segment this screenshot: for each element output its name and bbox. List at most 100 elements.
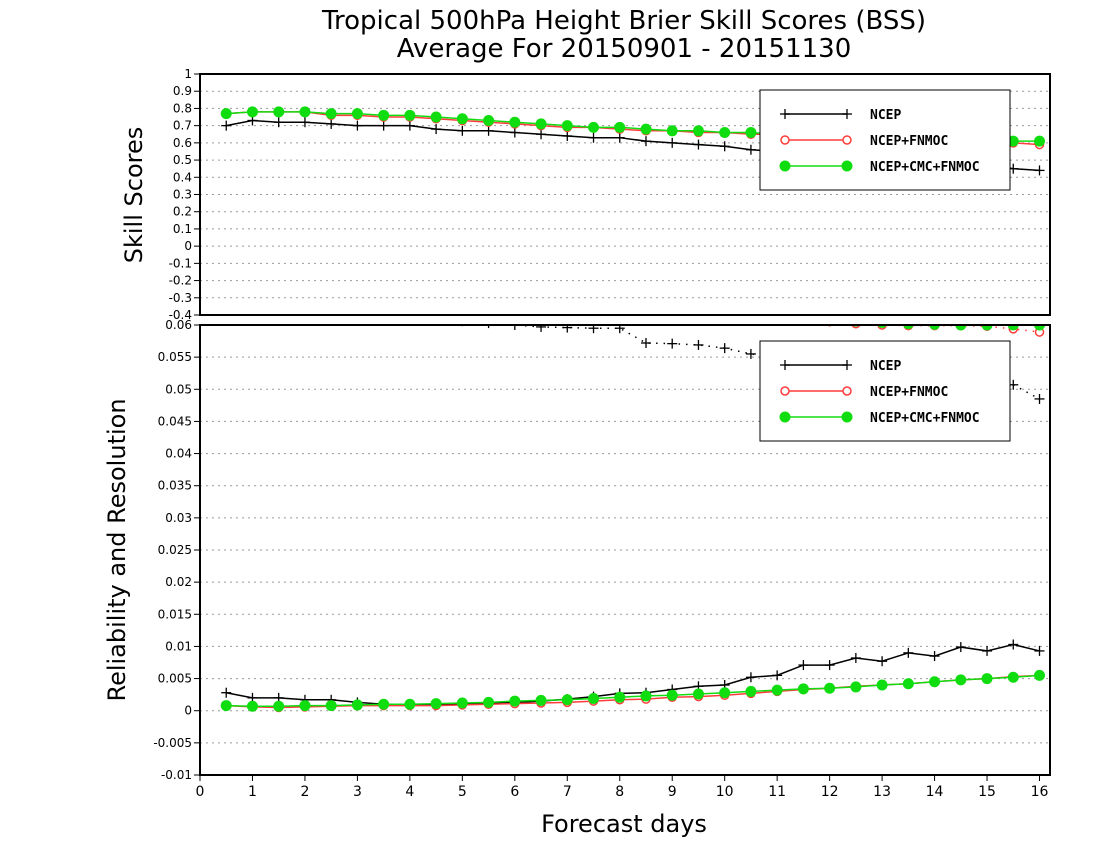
y-tick-label: 0.02 [165, 575, 192, 589]
x-tick-label: 14 [926, 784, 944, 800]
data-point-ncep-cmc-fnmoc [509, 695, 521, 707]
data-point-ncep [509, 325, 520, 330]
data-point-ncep-cmc-fnmoc [745, 685, 757, 697]
data-point-ncep-cmc-fnmoc [1007, 671, 1019, 683]
data-point-ncep-cmc-fnmoc [745, 127, 757, 139]
data-point-ncep-cmc-fnmoc [692, 125, 704, 137]
data-point-ncep [1034, 645, 1045, 656]
data-point-ncep [405, 312, 415, 322]
data-point-ncep-cmc-fnmoc [378, 109, 390, 121]
data-point-ncep-fnmoc [616, 299, 624, 307]
data-point-ncep-cmc-fnmoc [719, 127, 731, 139]
x-tick-label: 7 [563, 784, 572, 800]
bottom-y-axis-label: Reliability and Resolution [103, 398, 131, 701]
data-point-ncep-fnmoc [563, 292, 571, 300]
y-tick-label: 0.5 [173, 153, 192, 167]
data-point-ncep [745, 672, 756, 683]
skill-scores-panel: -0.4 -0.3 -0.2 -0.1 0 0.1 0.2 0.3 0.4 0.5 0.6 0.7 0.… [169, 67, 1051, 322]
data-point-ncep [667, 338, 678, 349]
data-point-ncep [588, 132, 599, 143]
data-point-ncep [693, 139, 704, 150]
data-point-ncep [221, 687, 232, 698]
x-tick-label: 15 [978, 784, 996, 800]
data-point-ncep-cmc-fnmoc [692, 688, 704, 700]
data-point-ncep-cmc-fnmoc [1034, 325, 1046, 331]
data-point-ncep [719, 343, 730, 354]
data-point-ncep [404, 120, 415, 131]
data-point-ncep [562, 130, 573, 141]
data-point-ncep [588, 325, 599, 334]
data-point-ncep [562, 325, 573, 333]
data-point-ncep-cmc-fnmoc [457, 276, 467, 286]
data-point-ncep [929, 651, 940, 662]
data-point-ncep-cmc-fnmoc [456, 113, 468, 125]
y-tick-label: 0.005 [158, 672, 192, 686]
y-tick-label: 0.06 [165, 318, 192, 332]
data-point-ncep [378, 120, 389, 131]
data-point-ncep [1034, 165, 1045, 176]
data-point-ncep-cmc-fnmoc [351, 108, 363, 120]
y-tick-label: 0.015 [158, 607, 192, 621]
data-point-ncep-cmc-fnmoc [955, 325, 967, 331]
y-tick-label: 0.03 [165, 511, 192, 525]
y-tick-label: 1 [184, 67, 192, 81]
legend-label: NCEP+CMC+FNMOC [870, 160, 980, 175]
data-point-ncep-cmc-fnmoc [720, 305, 730, 315]
data-point-ncep-cmc-fnmoc [1034, 669, 1046, 681]
y-tick-label: -0.1 [169, 256, 192, 270]
data-point-ncep-cmc-fnmoc [220, 108, 232, 120]
legend-label: NCEP [870, 108, 901, 123]
data-point-ncep [982, 645, 993, 656]
data-point-ncep-fnmoc [590, 295, 598, 303]
y-tick-label: 0.055 [158, 350, 192, 364]
data-point-ncep [850, 653, 861, 663]
data-point-ncep-cmc-fnmoc [614, 121, 626, 133]
data-point-ncep-cmc-fnmoc [325, 700, 337, 712]
data-point-ncep-cmc-fnmoc [404, 109, 416, 121]
data-point-ncep-cmc-fnmoc [902, 325, 914, 330]
plot-frame [199, 324, 1051, 776]
data-point-ncep-cmc-fnmoc [430, 111, 442, 123]
x-tick-label: 11 [768, 784, 786, 800]
chart-title-line1: Tropical 500hPa Height Brier Skill Score… [321, 6, 926, 36]
data-point-ncep [431, 124, 442, 135]
data-point-ncep [509, 127, 520, 138]
legend-label: NCEP [870, 359, 901, 374]
data-point-ncep-cmc-fnmoc [797, 683, 809, 695]
data-point-ncep [824, 660, 835, 671]
data-point-ncep-cmc-fnmoc [562, 287, 572, 297]
x-tick-label: 13 [873, 784, 891, 800]
data-point-ncep [693, 339, 704, 350]
data-point-ncep-cmc-fnmoc [589, 290, 599, 300]
data-point-ncep-fnmoc [642, 302, 650, 310]
data-point-ncep-cmc-fnmoc [300, 261, 310, 271]
data-point-ncep [483, 125, 494, 136]
data-point-ncep-cmc-fnmoc [588, 693, 600, 704]
data-point-ncep-cmc-fnmoc [876, 679, 888, 691]
legend-item: NCEP [780, 359, 901, 374]
data-point-ncep-cmc-fnmoc [693, 303, 703, 313]
data-point-ncep [487, 325, 490, 329]
x-tick-label: 9 [668, 784, 677, 800]
y-tick-label: 0 [184, 704, 192, 718]
data-point-ncep [640, 136, 651, 147]
data-point-ncep [457, 125, 468, 136]
x-tick-label: 16 [1031, 784, 1049, 800]
data-point-ncep [300, 302, 310, 312]
data-point-ncep-cmc-fnmoc [561, 120, 573, 132]
data-point-ncep-fnmoc [485, 284, 493, 292]
data-point-ncep-cmc-fnmoc [561, 694, 573, 706]
data-point-ncep [798, 660, 809, 671]
data-point-ncep-cmc-fnmoc [929, 676, 941, 688]
data-point-ncep-fnmoc [353, 271, 361, 279]
data-point-ncep-cmc-fnmoc [430, 698, 442, 710]
data-point-ncep-cmc-fnmoc [850, 681, 862, 693]
legend-item: NCEP+FNMOC [780, 385, 948, 400]
data-point-ncep-fnmoc [275, 263, 283, 271]
y-tick-label: 0.8 [173, 101, 192, 115]
y-tick-label: 0.1 [173, 222, 192, 236]
series-line-ncep-reliability [226, 643, 1040, 706]
data-point-ncep [614, 132, 625, 143]
data-point-ncep-cmc-fnmoc [746, 308, 756, 318]
